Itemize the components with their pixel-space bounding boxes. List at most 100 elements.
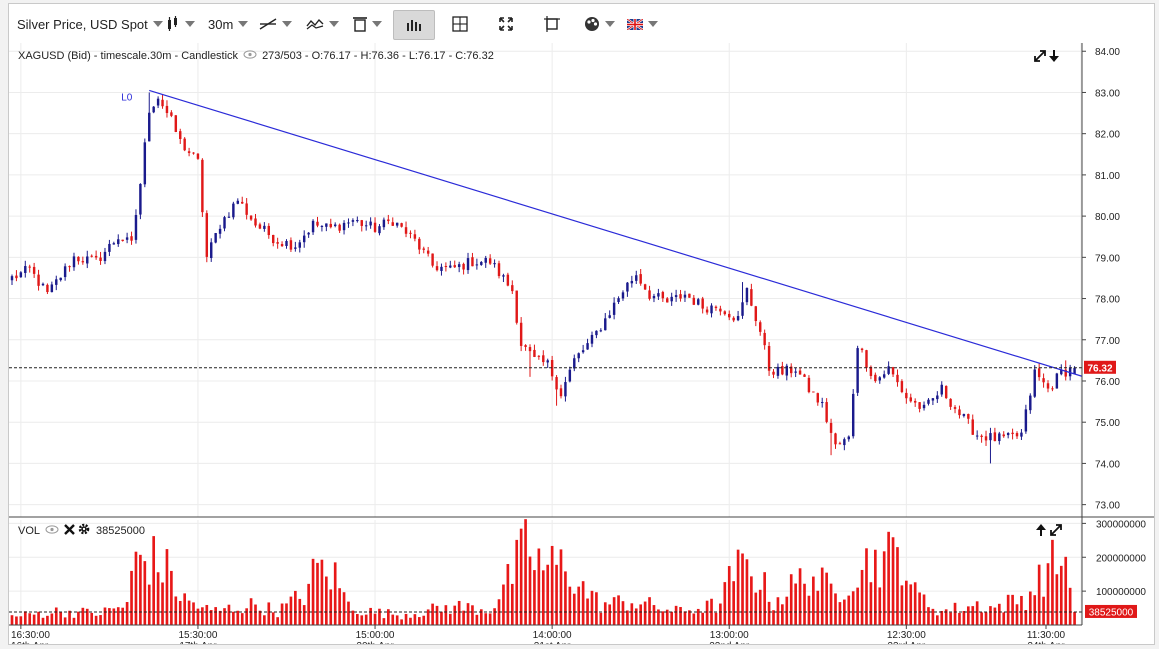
volume-bar: [652, 605, 656, 625]
candle-body: [68, 266, 71, 268]
eye-icon[interactable]: [45, 524, 59, 537]
volume-bar: [763, 572, 766, 625]
candle-body: [763, 332, 766, 346]
crosshair-button[interactable]: [452, 12, 468, 36]
close-icon[interactable]: [64, 523, 75, 538]
eye-icon[interactable]: [243, 50, 257, 62]
candle-body: [599, 330, 603, 332]
candle-body: [546, 360, 549, 363]
candle-body: [422, 248, 425, 250]
candle-body: [1011, 432, 1014, 435]
volume-bar: [276, 617, 279, 625]
volume-bar: [147, 584, 151, 625]
volume-bar: [245, 608, 248, 625]
chart-app: Silver Price, USD Spot 30m: [8, 3, 1155, 649]
x-tick-time: 15:30:00: [178, 630, 217, 641]
volume-bar: [338, 588, 341, 625]
indicators-button[interactable]: [306, 12, 339, 36]
volume-toggle-button[interactable]: [393, 10, 435, 40]
candle-body: [710, 305, 713, 314]
volume-bar: [776, 597, 780, 625]
candle-body: [843, 439, 846, 446]
candle-body: [1033, 369, 1036, 397]
timeframe-select[interactable]: 30m: [208, 12, 249, 36]
candle-body: [484, 257, 487, 263]
candle-body: [581, 350, 585, 353]
volume-bar: [15, 616, 18, 625]
volume-bar: [325, 576, 328, 625]
language-button[interactable]: [627, 12, 658, 36]
candle-body: [1046, 383, 1050, 389]
candle-body: [307, 232, 310, 235]
expand-panel-icon[interactable]: [1050, 524, 1062, 539]
volume-bar: [444, 605, 448, 625]
candle-body: [896, 374, 899, 383]
chart-type-button[interactable]: [166, 12, 195, 36]
candle-body: [493, 263, 496, 265]
candle-body: [112, 243, 116, 245]
candle-body: [1037, 368, 1041, 378]
candle-body: [46, 284, 49, 293]
draw-line-button[interactable]: [259, 12, 292, 36]
candle-body: [400, 223, 403, 227]
candle-body: [506, 274, 510, 286]
palette-button[interactable]: [584, 12, 615, 36]
volume-bar: [289, 596, 293, 625]
volume-bar: [918, 592, 921, 625]
candle-body: [1015, 433, 1019, 437]
candle-body: [457, 264, 461, 268]
volume-bar: [528, 556, 532, 625]
candle-body: [418, 238, 421, 250]
candle-body: [148, 112, 151, 142]
candle-body: [320, 225, 324, 227]
chart-canvas[interactable]: L0 76.32 38525000 84.00 83.00 82.00 81.00 80.0…: [9, 43, 1154, 649]
candle-body: [103, 251, 107, 262]
expand-panel-icon[interactable]: [1034, 50, 1046, 65]
gear-icon[interactable]: [78, 523, 90, 538]
candle-body: [949, 398, 952, 407]
symbol-select[interactable]: Silver Price, USD Spot: [17, 12, 163, 36]
candle-body: [311, 220, 315, 233]
volume-bar: [227, 604, 231, 625]
candle-body: [936, 395, 939, 400]
candle-body: [285, 240, 288, 247]
candle-body: [210, 242, 213, 259]
volume-bar: [50, 613, 54, 625]
volume-bar: [192, 602, 195, 625]
candle-body: [395, 222, 399, 226]
fullscreen-button[interactable]: [499, 12, 513, 36]
volume-bar: [882, 551, 886, 625]
x-tick-time: 11:30:00: [1027, 630, 1066, 641]
candle-body: [117, 239, 120, 245]
candle-body: [325, 223, 328, 227]
volume-bar: [316, 562, 319, 625]
move-down-icon[interactable]: [1049, 50, 1059, 65]
candle-body: [302, 235, 306, 243]
candle-body: [488, 258, 492, 264]
volume-bar: [435, 605, 439, 625]
candle-body: [878, 377, 881, 381]
volume-bar: [108, 608, 111, 625]
candle-body: [347, 222, 350, 224]
volume-bar: [966, 606, 970, 625]
volume-bar: [865, 548, 868, 625]
panel-controls: [1034, 50, 1059, 65]
snapshot-button[interactable]: [544, 12, 560, 36]
volume-bar: [400, 619, 403, 625]
current-price-label: 76.32: [1087, 363, 1112, 374]
chevron-down-icon: [238, 21, 249, 27]
move-up-icon[interactable]: [1036, 524, 1046, 539]
volume-bar: [648, 597, 651, 625]
candle-body: [524, 345, 527, 347]
candle-body: [661, 292, 665, 299]
volume-bar: [953, 602, 957, 625]
volume-y-tick-label: 100000000: [1096, 587, 1146, 598]
delete-drawings-button[interactable]: [353, 12, 382, 36]
candle-body: [152, 106, 155, 113]
y-tick-label: 80.00: [1095, 212, 1120, 223]
candle-body: [993, 432, 997, 442]
volume-bar: [484, 613, 488, 625]
volume-bar: [634, 608, 638, 625]
candle-body: [643, 284, 647, 290]
candle-body: [192, 152, 195, 154]
